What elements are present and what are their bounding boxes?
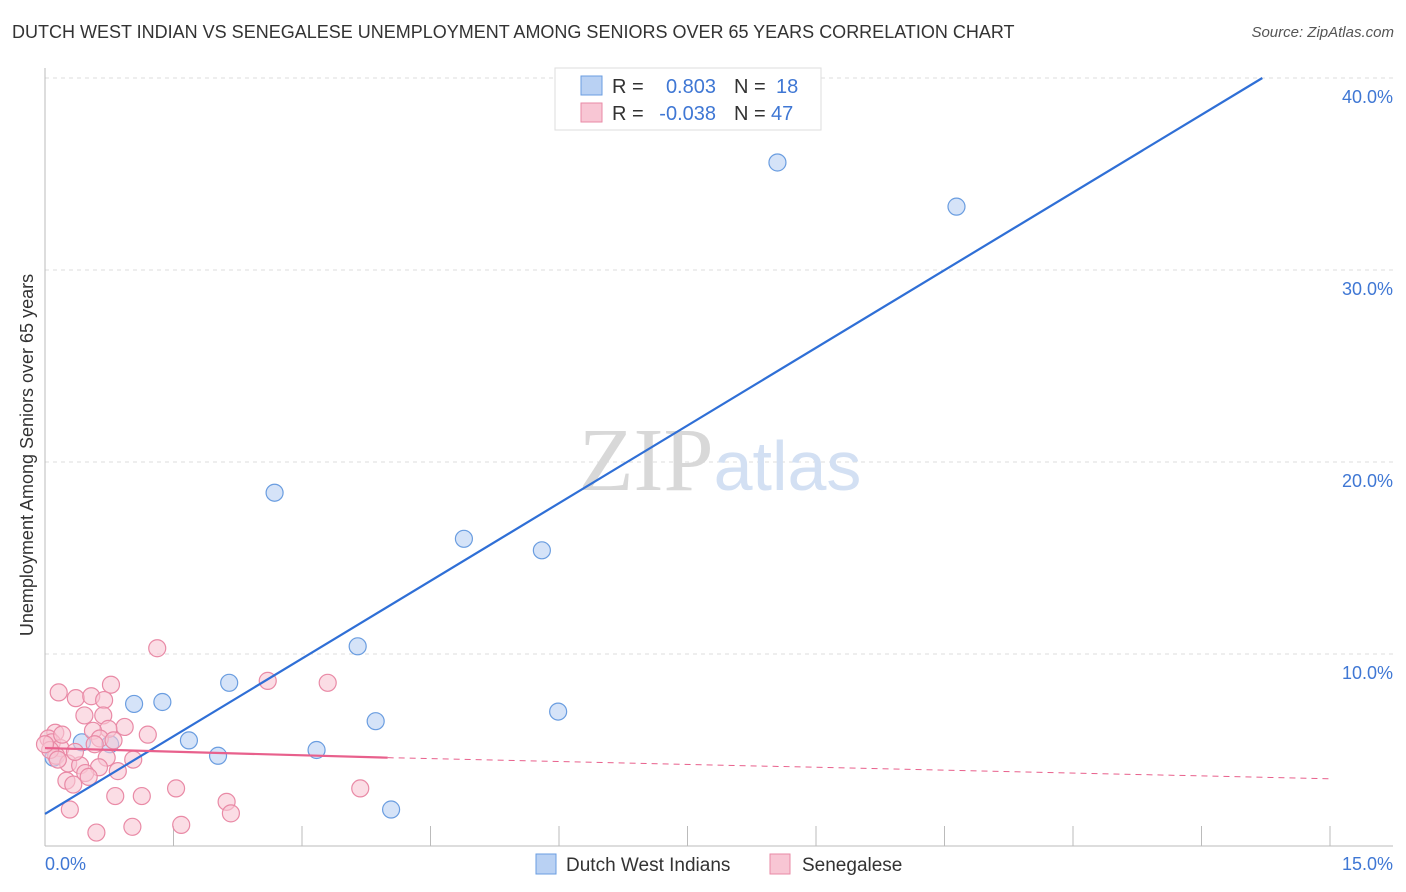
n-label: N = [734, 103, 766, 125]
dutch-west-indians-point [124, 694, 144, 714]
x-tick-label: 0.0% [45, 854, 86, 874]
n-label: N = [734, 76, 766, 98]
dutch-west-indians-point [381, 800, 401, 819]
senegalese-point [166, 779, 186, 798]
dutch-west-indians-point [532, 541, 551, 560]
senegalese-point [101, 675, 121, 694]
y-tick-label: 30.0% [1342, 279, 1393, 299]
senegalese-point [318, 673, 337, 692]
senegalese-point [49, 683, 68, 702]
r-label: R = [612, 76, 644, 98]
y-axis-title: Unemployment Among Seniors over 65 years [17, 274, 37, 636]
x-tick-label: 15.0% [1342, 854, 1393, 874]
legend-label: Dutch West Indians [566, 855, 730, 876]
senegalese-point [66, 689, 85, 708]
dutch-west-indians-point [768, 153, 787, 172]
dutch-west-indians-point [366, 712, 385, 731]
senegalese-point [87, 823, 106, 842]
blue-swatch [580, 75, 603, 96]
dutch-west-indians-point [307, 740, 326, 760]
senegalese-trendline [44, 746, 388, 759]
y-tick-label: 10.0% [1342, 663, 1393, 683]
r-value: 0.803 [666, 76, 716, 98]
senegalese-point [60, 800, 79, 819]
dutch-west-indians-point [153, 692, 172, 712]
legend-swatch-senegalese [769, 853, 791, 875]
y-tick-label: 40.0% [1342, 87, 1393, 107]
senegalese-point [221, 804, 240, 823]
senegalese-point [79, 767, 98, 786]
source-label: Source: ZipAtlas.com [1251, 24, 1394, 41]
dutch-west-indians-point [179, 731, 199, 750]
series-legend: Dutch West Indians Senegalese [535, 853, 902, 876]
senegalese-point [104, 731, 123, 750]
senegalese-point [148, 639, 167, 658]
dutch-west-indians-point [265, 483, 284, 502]
senegalese-point [106, 786, 125, 806]
senegalese-point [35, 735, 55, 754]
dutch-west-indians-point [454, 529, 474, 548]
n-value: 18 [776, 76, 798, 98]
senegalese-point [65, 742, 85, 762]
dutch-west-indians-point [549, 702, 568, 721]
dutch-west-indians-trendline [44, 77, 1263, 815]
n-value: 47 [771, 103, 793, 125]
dutch-west-indians-point [947, 197, 966, 216]
dutch-west-indians-point [208, 746, 228, 765]
senegalese-point [75, 706, 94, 725]
stats-legend: R = 0.803 N = 18 R = -0.038 N = 47 [554, 67, 822, 131]
legend-swatch-dutch-west-indians [535, 853, 557, 875]
pink-swatch [580, 102, 603, 123]
senegalese-point [95, 690, 114, 710]
senegalese-trendline-extension [387, 757, 1331, 780]
watermark: ZIPatlas [579, 411, 862, 510]
legend-label: Senegalese [802, 855, 902, 876]
senegalese-point [172, 815, 191, 834]
senegalese-point [115, 717, 134, 737]
senegalese-point [351, 779, 370, 798]
dutch-west-indians-point [220, 673, 239, 692]
chart-title: DUTCH WEST INDIAN VS SENEGALESE UNEMPLOY… [12, 22, 1015, 42]
r-value: -0.038 [659, 103, 716, 125]
senegalese-point [123, 817, 142, 836]
r-label: R = [612, 103, 644, 125]
senegalese-point [64, 775, 83, 794]
senegalese-point [53, 725, 72, 744]
senegalese-point [132, 786, 151, 806]
senegalese-point [138, 725, 157, 744]
senegalese-point [48, 750, 67, 769]
y-tick-label: 20.0% [1342, 471, 1393, 491]
dutch-west-indians-point [348, 637, 367, 656]
